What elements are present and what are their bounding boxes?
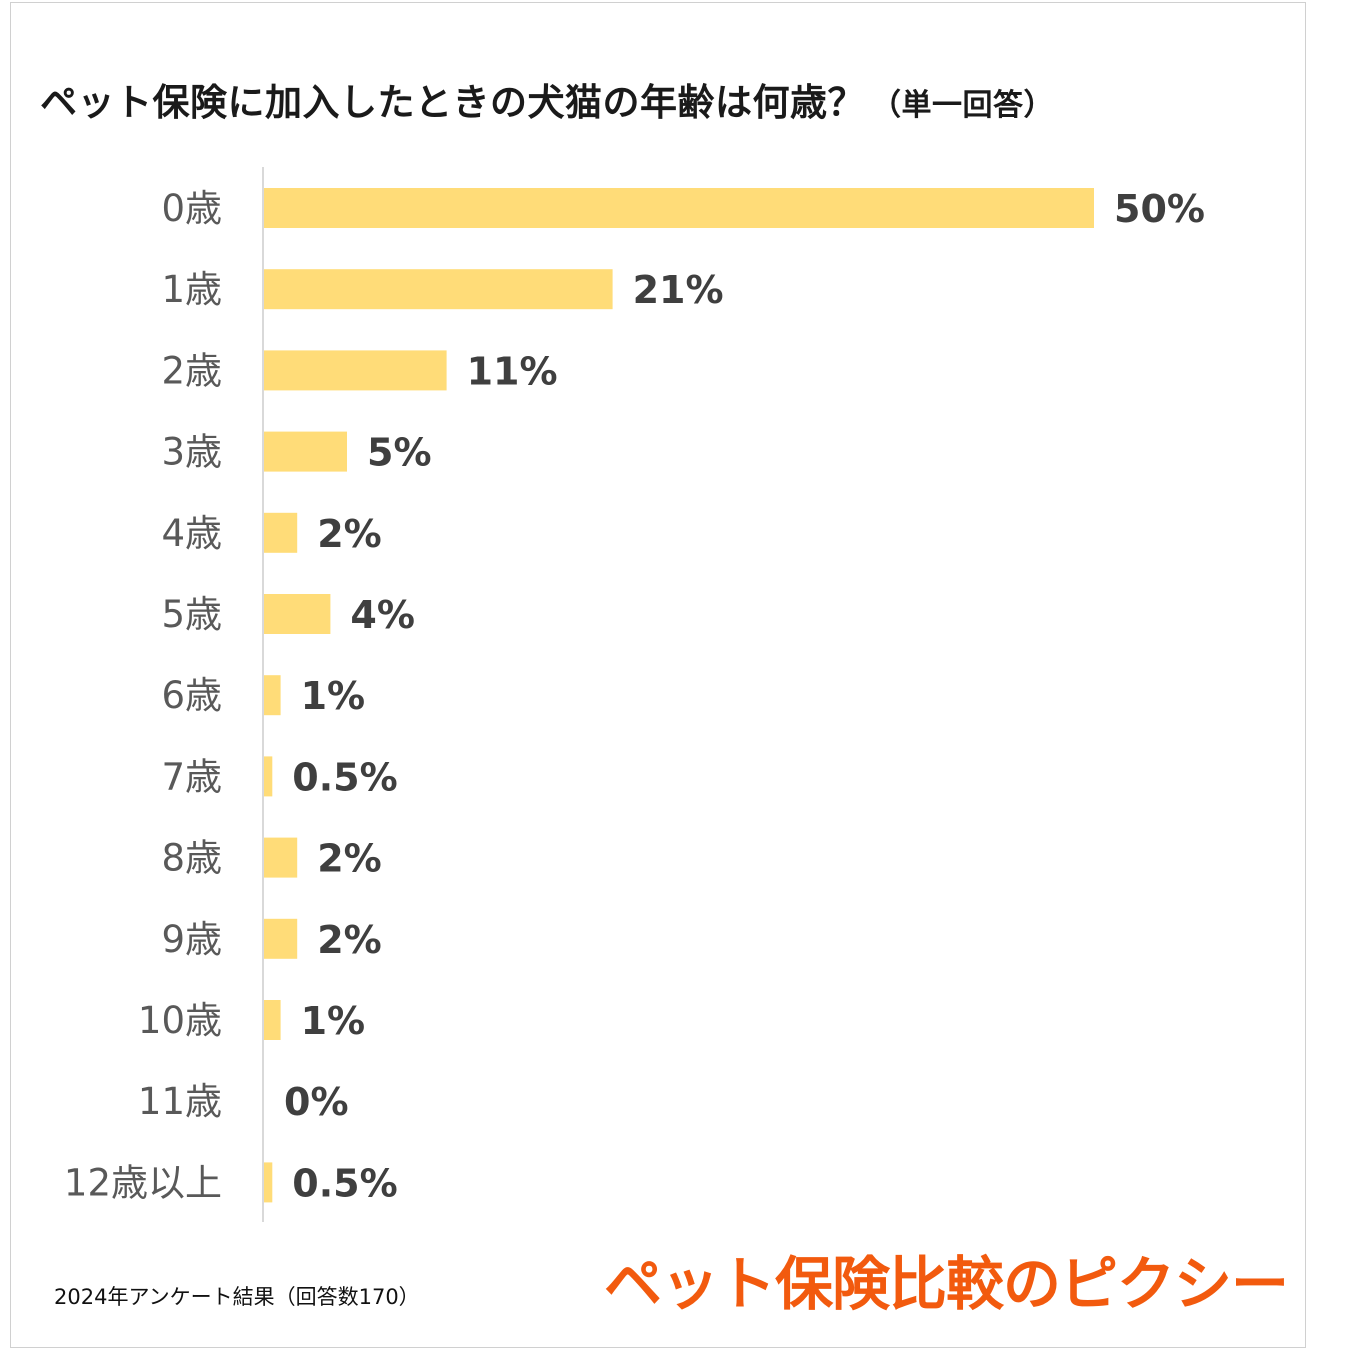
category-label: 1歳 bbox=[161, 268, 222, 311]
bar bbox=[264, 837, 298, 878]
bar bbox=[264, 675, 281, 716]
bar bbox=[264, 512, 298, 553]
bar-group: 0歳 50% 1歳 21% 2歳 11% 3歳 5% 4歳 2% 5歳 4% 6歳 1% 7歳 0.5% 8歳 2… bbox=[64, 187, 1205, 1205]
brand-logo-text: ペット保険比較のピクシー bbox=[604, 1250, 1289, 1318]
data-label: 2% bbox=[317, 837, 382, 881]
data-label: 4% bbox=[350, 593, 415, 637]
data-label: 1% bbox=[301, 999, 366, 1043]
category-label: 8歳 bbox=[161, 837, 222, 880]
bar bbox=[264, 269, 613, 310]
bar bbox=[264, 756, 273, 797]
category-label: 2歳 bbox=[161, 349, 222, 392]
category-label: 5歳 bbox=[161, 593, 222, 636]
bar bbox=[264, 918, 298, 959]
chart-title-main: ペット保険に加入したときの犬猫の年齢は何歳？ bbox=[40, 81, 865, 124]
data-label: 21% bbox=[633, 268, 724, 312]
category-label: 6歳 bbox=[161, 674, 222, 717]
data-label: 0.5% bbox=[292, 755, 397, 799]
data-label: 2% bbox=[317, 512, 382, 556]
chart-title: ペット保険に加入したときの犬猫の年齢は何歳？ （単一回答） bbox=[40, 72, 1300, 126]
data-label: 11% bbox=[467, 349, 558, 393]
data-label: 5% bbox=[367, 431, 432, 475]
category-label: 4歳 bbox=[161, 512, 222, 555]
bar bbox=[264, 350, 447, 391]
category-label: 3歳 bbox=[161, 431, 222, 474]
chart-subtitle: （単一回答） bbox=[871, 88, 1054, 123]
data-label: 2% bbox=[317, 918, 382, 962]
category-label: 7歳 bbox=[161, 755, 222, 798]
survey-footnote: 2024年アンケート結果（回答数170） bbox=[54, 1285, 420, 1309]
bar bbox=[264, 1000, 281, 1040]
category-label: 0歳 bbox=[161, 187, 222, 230]
category-label: 11歳 bbox=[138, 1080, 222, 1123]
bar bbox=[264, 594, 331, 634]
data-label: 1% bbox=[301, 674, 366, 718]
category-label: 10歳 bbox=[138, 999, 222, 1042]
data-label: 50% bbox=[1114, 187, 1205, 231]
bar bbox=[264, 188, 1094, 228]
bar bbox=[264, 431, 347, 472]
bar bbox=[264, 1162, 273, 1203]
data-label: 0% bbox=[284, 1080, 349, 1124]
category-label: 12歳以上 bbox=[64, 1161, 222, 1204]
category-label: 9歳 bbox=[161, 918, 222, 961]
data-label: 0.5% bbox=[292, 1161, 397, 1205]
